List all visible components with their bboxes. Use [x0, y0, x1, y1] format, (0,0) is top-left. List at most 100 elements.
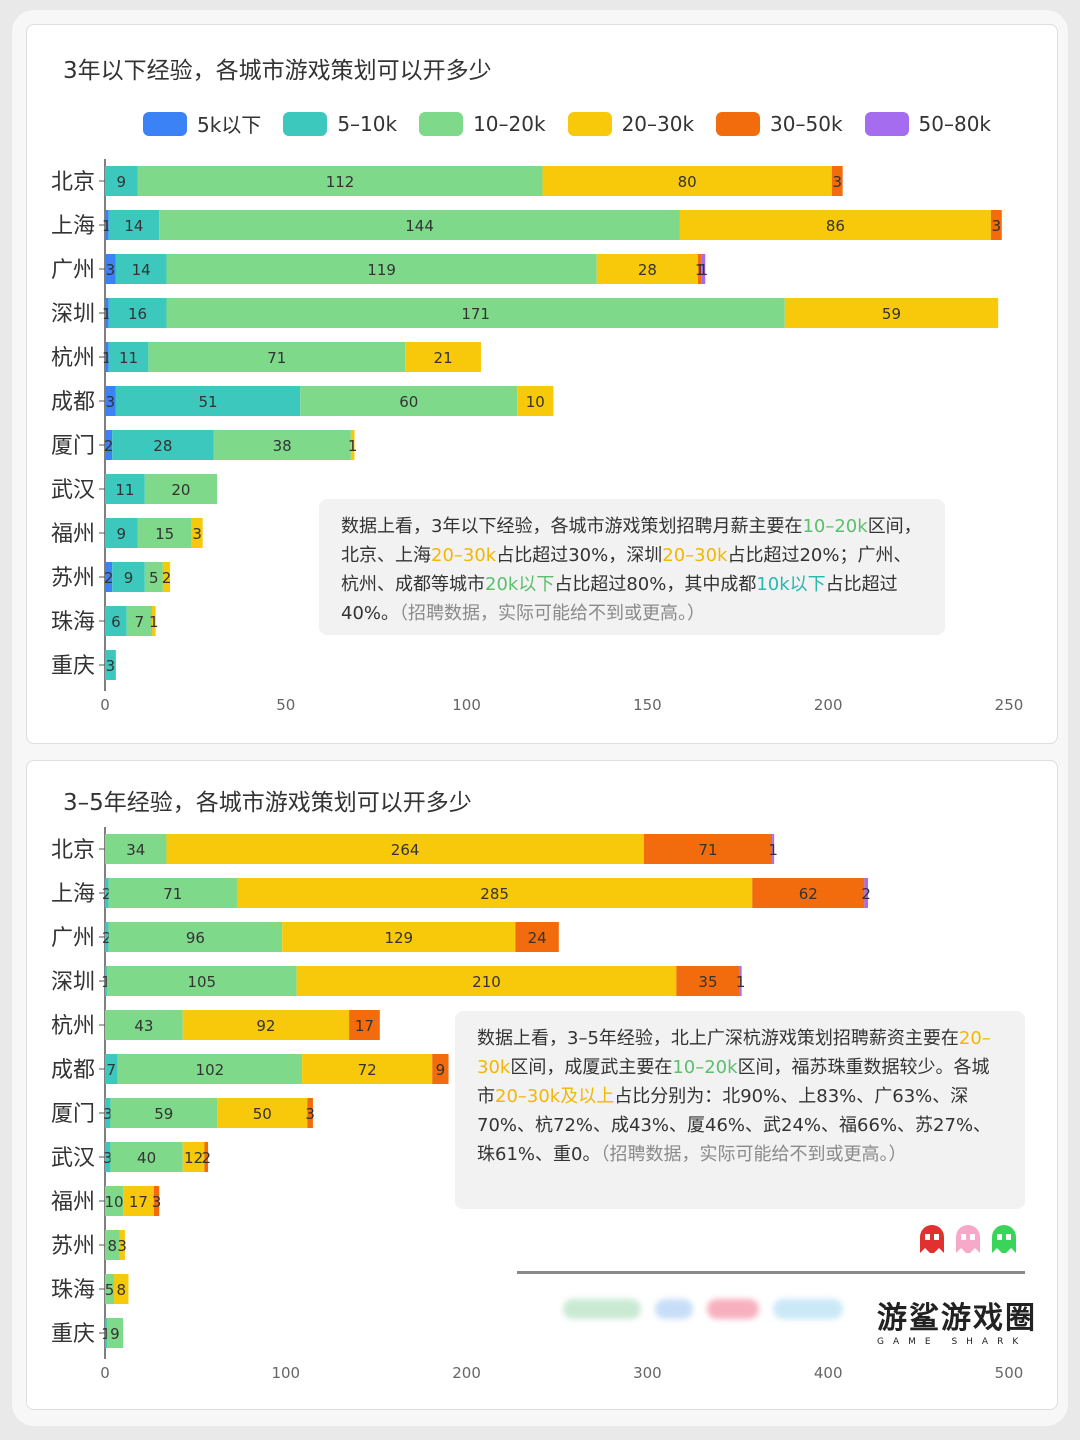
- bar-segment[interactable]: [772, 834, 775, 864]
- bar-segment[interactable]: [784, 298, 999, 328]
- bar-segment[interactable]: [105, 1142, 111, 1172]
- bar-segment[interactable]: [105, 650, 116, 680]
- bar-segment[interactable]: [105, 1098, 111, 1128]
- bar-segment[interactable]: [204, 1142, 209, 1172]
- bar-segment[interactable]: [300, 386, 518, 416]
- bar-segment[interactable]: [752, 878, 865, 908]
- bar-segment[interactable]: [105, 1230, 120, 1260]
- bar-segment[interactable]: [166, 254, 597, 284]
- bar-segment[interactable]: [112, 430, 214, 460]
- data-label: 14: [124, 217, 143, 235]
- bar-segment[interactable]: [137, 518, 192, 548]
- bar-segment[interactable]: [144, 474, 218, 504]
- bar-segment[interactable]: [105, 430, 113, 460]
- data-label: 144: [405, 217, 434, 235]
- bar-segment[interactable]: [213, 430, 351, 460]
- bar-segment[interactable]: [182, 1142, 205, 1172]
- bar-segment[interactable]: [106, 1318, 124, 1348]
- bar-segment[interactable]: [105, 1186, 124, 1216]
- bar-segment[interactable]: [115, 254, 167, 284]
- bar-segment[interactable]: [350, 430, 355, 460]
- bar-segment[interactable]: [432, 1054, 449, 1084]
- bar-segment[interactable]: [115, 386, 301, 416]
- bar-segment[interactable]: [108, 298, 167, 328]
- bar-segment[interactable]: [105, 562, 113, 592]
- bar-segment[interactable]: [148, 342, 406, 372]
- bar-segment[interactable]: [105, 834, 167, 864]
- bar-segment[interactable]: [105, 166, 138, 196]
- bar-segment[interactable]: [105, 966, 107, 996]
- bar-segment[interactable]: [236, 878, 753, 908]
- bar-segment[interactable]: [114, 1274, 129, 1304]
- bar-segment[interactable]: [105, 298, 109, 328]
- bar-segment[interactable]: [105, 1274, 115, 1304]
- bar-segment[interactable]: [105, 922, 109, 952]
- bar-segment[interactable]: [105, 1010, 183, 1040]
- legend-item[interactable]: 20–30k: [567, 111, 694, 136]
- bar-segment[interactable]: [698, 254, 702, 284]
- bar-segment[interactable]: [302, 1054, 433, 1084]
- bar-segment[interactable]: [643, 834, 773, 864]
- bar-segment[interactable]: [105, 1318, 107, 1348]
- legend-label: 10–20k: [473, 111, 546, 136]
- bar-segment[interactable]: [217, 1098, 308, 1128]
- bar-segment[interactable]: [701, 254, 706, 284]
- bar-segment[interactable]: [307, 1098, 313, 1128]
- bar-segment[interactable]: [105, 606, 127, 636]
- bar-segment[interactable]: [144, 562, 163, 592]
- bar-segment[interactable]: [182, 1010, 350, 1040]
- bar-segment[interactable]: [159, 210, 680, 240]
- bar-segment[interactable]: [676, 966, 740, 996]
- data-label: 71: [698, 841, 717, 859]
- bar-segment[interactable]: [105, 1054, 118, 1084]
- bar-segment[interactable]: [864, 878, 868, 908]
- bar-segment[interactable]: [349, 1010, 380, 1040]
- bar-segment[interactable]: [739, 966, 742, 996]
- bar-segment[interactable]: [105, 474, 145, 504]
- bar-segment[interactable]: [105, 210, 109, 240]
- bar-segment[interactable]: [282, 922, 516, 952]
- bar-segment[interactable]: [515, 922, 559, 952]
- bar-segment[interactable]: [105, 386, 116, 416]
- bar-segment[interactable]: [162, 562, 171, 592]
- bar-segment[interactable]: [108, 210, 160, 240]
- chart-title: 3–5年经验，各城市游戏策划可以开多少: [63, 790, 472, 816]
- bar-segment[interactable]: [106, 966, 297, 996]
- bar-segment[interactable]: [105, 342, 109, 372]
- bar-segment[interactable]: [105, 254, 116, 284]
- legend-item[interactable]: 10–20k: [419, 111, 546, 136]
- legend-item[interactable]: 50–80k: [864, 111, 991, 136]
- bar-segment[interactable]: [119, 1230, 125, 1260]
- category-label: 深圳: [51, 970, 95, 995]
- bar-segment[interactable]: [166, 834, 644, 864]
- bar-segment[interactable]: [112, 562, 145, 592]
- bar-segment[interactable]: [990, 210, 1002, 240]
- bar-segment[interactable]: [296, 966, 677, 996]
- bar-segment[interactable]: [117, 1054, 303, 1084]
- bar-segment[interactable]: [517, 386, 554, 416]
- note-text: 占比分别为：北90%、上83%、广63%、深70%、杭72%、成43%、厦46%…: [477, 1086, 992, 1165]
- bar-segment[interactable]: [191, 518, 203, 548]
- bar-segment[interactable]: [110, 1142, 183, 1172]
- bar-segment[interactable]: [110, 1098, 218, 1128]
- bar-segment[interactable]: [542, 166, 832, 196]
- bar-segment[interactable]: [831, 166, 843, 196]
- legend-item[interactable]: 5–10k: [283, 111, 397, 136]
- legend-item[interactable]: 5k以下: [143, 109, 261, 138]
- bar-segment[interactable]: [153, 1186, 160, 1216]
- bar-segment[interactable]: [108, 878, 237, 908]
- bar-segment[interactable]: [405, 342, 482, 372]
- bar-segment[interactable]: [152, 606, 156, 636]
- bar-segment[interactable]: [596, 254, 699, 284]
- bar-segment[interactable]: [137, 166, 543, 196]
- bar-segment[interactable]: [123, 1186, 154, 1216]
- bar-segment[interactable]: [105, 518, 138, 548]
- bar-segment[interactable]: [108, 922, 283, 952]
- legend-item[interactable]: 30–50k: [716, 111, 843, 136]
- bar-segment[interactable]: [166, 298, 785, 328]
- bar-segment[interactable]: [105, 878, 109, 908]
- data-label: 86: [826, 217, 845, 235]
- bar-segment[interactable]: [679, 210, 991, 240]
- bar-segment[interactable]: [126, 606, 153, 636]
- bar-segment[interactable]: [108, 342, 149, 372]
